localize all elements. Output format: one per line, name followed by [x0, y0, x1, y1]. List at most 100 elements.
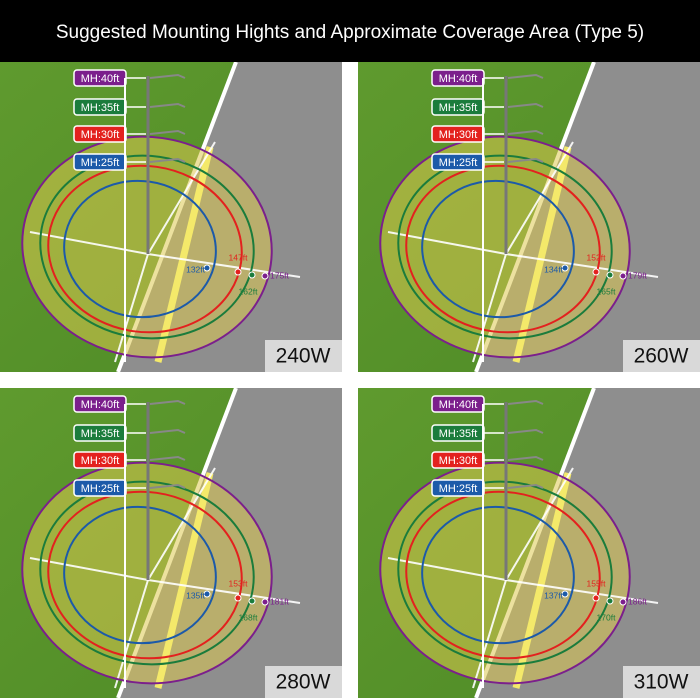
shadow-line [147, 141, 216, 255]
distance-label: 181ft [270, 596, 290, 606]
distance-label: 155ft [587, 578, 607, 588]
coverage-ring [397, 154, 613, 340]
height-label: MH:40ft [81, 73, 120, 85]
distance-dot [561, 264, 569, 272]
coverage-ring [21, 461, 273, 685]
distance-label: 186ft [628, 596, 648, 606]
scene: MH:40ft MH:35ft MH:30ft MH:25ft 137ft 155ft 17… [358, 388, 700, 698]
distance-dot [606, 597, 614, 605]
distance-label: 152ft [587, 252, 607, 262]
wattage-box [265, 666, 342, 698]
luminaire-arm [149, 399, 186, 405]
height-label: MH:40ft [439, 73, 478, 85]
distance-label: 135ft [186, 590, 206, 600]
panel: MH:40ft MH:35ft MH:30ft MH:25ft 134ft 152ft 16… [358, 62, 700, 372]
coverage-ring [39, 154, 255, 340]
wattage-label: 240W [276, 345, 331, 368]
wattage-box [623, 666, 700, 698]
luminaire-arm [507, 102, 544, 108]
luminaire-arm [507, 157, 544, 163]
shadow-line [505, 253, 659, 278]
shadow-line [114, 579, 149, 689]
distance-dot [234, 268, 242, 276]
coverage-ring [379, 135, 631, 359]
panel: MH:40ft MH:35ft MH:30ft MH:25ft 132ft 147ft 16… [0, 62, 342, 372]
distance-dot [606, 271, 614, 279]
luminaire-arm [507, 455, 544, 461]
shadow-line [472, 253, 507, 363]
shadow-line [505, 467, 574, 581]
shadow-line [505, 579, 659, 604]
luminaire-arm [507, 129, 544, 135]
title: Suggested Mounting Hights and Approximat… [56, 22, 644, 43]
luminaire-arm [507, 399, 544, 405]
height-label: MH:35ft [81, 102, 120, 114]
shadow-line [147, 253, 301, 278]
wattage-box [623, 340, 700, 372]
luminaire-arm [149, 428, 186, 434]
shadow-line [472, 579, 507, 689]
coverage-ring [21, 135, 273, 359]
distance-label: 153ft [229, 578, 249, 588]
wattage-label: 310W [634, 671, 689, 694]
height-label: MH:35ft [439, 102, 478, 114]
height-label: MH:35ft [81, 428, 120, 440]
wattage-label: 280W [276, 671, 331, 694]
wattage-label: 260W [634, 345, 689, 368]
distance-dot [248, 597, 256, 605]
scene: MH:40ft MH:35ft MH:30ft MH:25ft 134ft 152ft 16… [358, 62, 700, 372]
distance-dot [592, 268, 600, 276]
height-label: MH:25ft [81, 157, 120, 169]
panel: MH:40ft MH:35ft MH:30ft MH:25ft 137ft 155ft 17… [358, 388, 700, 698]
distance-label: 162ft [239, 286, 259, 296]
shadow-line [114, 253, 149, 363]
shadow-line [147, 467, 216, 581]
panel: MH:40ft MH:35ft MH:30ft MH:25ft 135ft 153ft 16… [0, 388, 342, 698]
distance-dot [261, 272, 269, 280]
height-label: MH:30ft [439, 455, 478, 467]
luminaire-arm [507, 428, 544, 434]
distance-dot [248, 271, 256, 279]
coverage-ring [405, 164, 601, 334]
coverage-ring [47, 490, 243, 660]
luminaire-arm [149, 157, 186, 163]
shadow-line [147, 579, 301, 604]
height-label: MH:30ft [81, 129, 120, 141]
distance-dot [261, 598, 269, 606]
height-label: MH:25ft [439, 157, 478, 169]
height-label: MH:40ft [81, 399, 120, 411]
height-label: MH:40ft [439, 399, 478, 411]
distance-label: 137ft [544, 590, 564, 600]
wattage-box [265, 340, 342, 372]
luminaire-arm [149, 73, 186, 79]
scene: MH:40ft MH:35ft MH:30ft MH:25ft 132ft 147ft 16… [0, 62, 342, 372]
coverage-ring [379, 461, 631, 685]
coverage-ring [397, 480, 613, 666]
distance-label: 170ft [597, 612, 617, 622]
luminaire-arm [149, 483, 186, 489]
luminaire-arm [149, 129, 186, 135]
distance-dot [592, 594, 600, 602]
distance-dot [203, 590, 211, 598]
distance-dot [234, 594, 242, 602]
height-label: MH:25ft [439, 483, 478, 495]
coverage-ring [47, 164, 243, 334]
distance-label: 165ft [597, 286, 617, 296]
height-label: MH:30ft [81, 455, 120, 467]
distance-dot [203, 264, 211, 272]
distance-label: 134ft [544, 264, 564, 274]
luminaire-arm [507, 483, 544, 489]
height-label: MH:30ft [439, 129, 478, 141]
distance-label: 147ft [229, 252, 249, 262]
luminaire-arm [507, 73, 544, 79]
height-label: MH:35ft [439, 428, 478, 440]
distance-dot [561, 590, 569, 598]
distance-label: 132ft [186, 264, 206, 274]
luminaire-arm [149, 455, 186, 461]
distance-label: 175ft [270, 270, 290, 280]
distance-dot [619, 272, 627, 280]
distance-label: 168ft [239, 612, 259, 622]
coverage-ring [39, 480, 255, 666]
scene: MH:40ft MH:35ft MH:30ft MH:25ft 135ft 153ft 16… [0, 388, 342, 698]
